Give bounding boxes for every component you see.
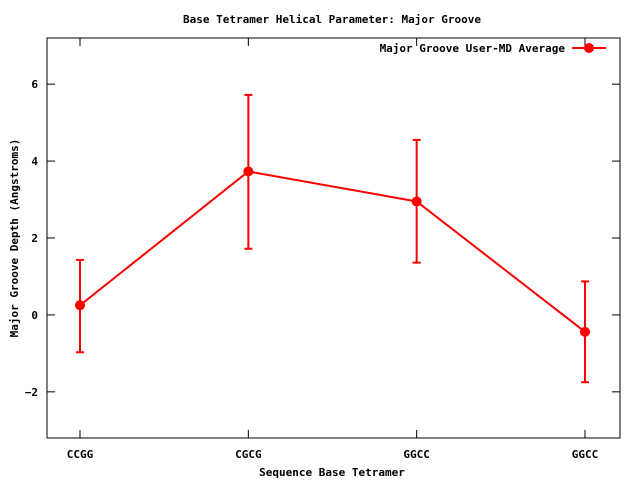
y-axis: −2 0 2 4 6 bbox=[25, 78, 620, 399]
y-tick-label: 6 bbox=[31, 78, 38, 91]
y-tick-label: 4 bbox=[31, 155, 38, 168]
x-tick-label: GGCC bbox=[403, 448, 430, 461]
series-layer bbox=[75, 93, 590, 384]
data-point bbox=[580, 326, 590, 337]
x-axis: CCGG CGCG GGCC GGCC bbox=[67, 38, 599, 461]
chart-title: Base Tetramer Helical Parameter: Major G… bbox=[183, 13, 481, 26]
plot-frame bbox=[46, 37, 621, 439]
y-tick-label: −2 bbox=[25, 386, 38, 399]
y-tick-label: 0 bbox=[31, 309, 38, 322]
x-tick-label: CCGG bbox=[67, 448, 94, 461]
data-point bbox=[75, 300, 85, 311]
series-line bbox=[79, 170, 586, 333]
x-axis-label: Sequence Base Tetramer bbox=[259, 466, 405, 479]
y-axis-label: Major Groove Depth (Angstroms) bbox=[8, 139, 21, 338]
x-tick-label: CGCG bbox=[235, 448, 262, 461]
y-tick-label: 2 bbox=[31, 232, 38, 245]
legend: Major Groove User-MD Average bbox=[380, 42, 606, 55]
data-point bbox=[243, 166, 254, 177]
legend-label-major-groove: Major Groove User-MD Average bbox=[380, 42, 566, 55]
data-point bbox=[411, 196, 422, 207]
legend-marker bbox=[584, 43, 594, 53]
x-tick-label: GGCC bbox=[572, 448, 599, 461]
